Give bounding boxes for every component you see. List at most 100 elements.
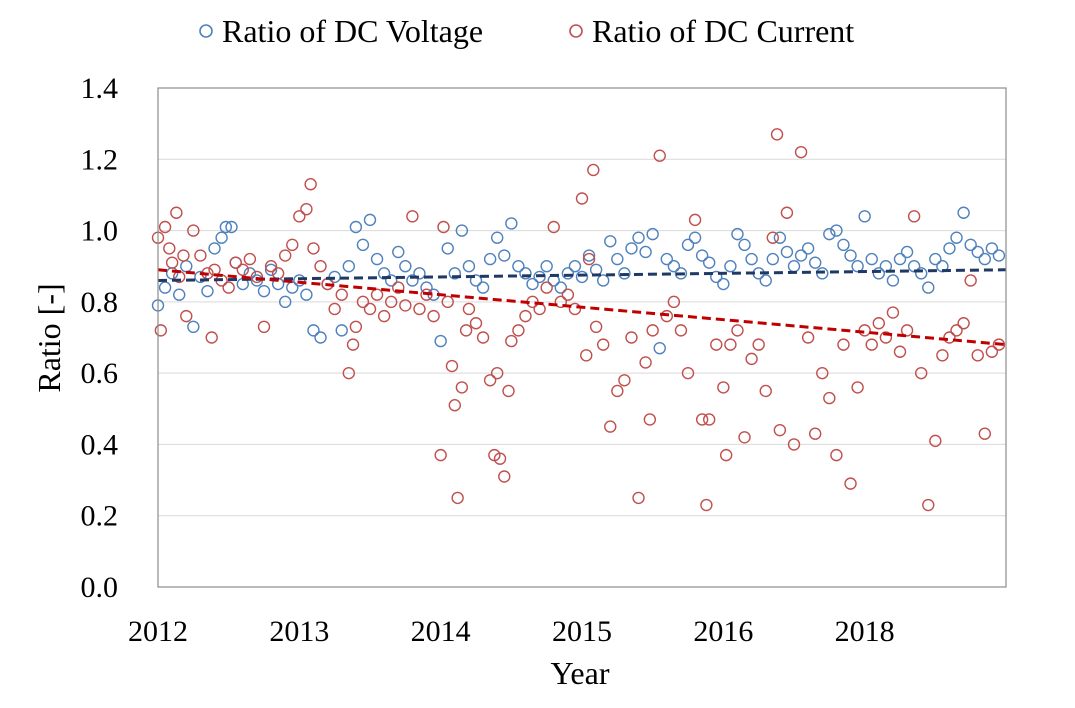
x-tick-label: 2016 (693, 615, 753, 648)
x-tick-label: 2013 (269, 615, 329, 648)
current-point (794, 145, 808, 159)
voltage-point (858, 210, 871, 223)
current-point (703, 413, 716, 426)
current-point (533, 302, 546, 316)
current-point (575, 192, 589, 205)
current-point (710, 338, 723, 351)
voltage-point (554, 281, 567, 294)
current-point (445, 359, 459, 373)
current-point (293, 210, 306, 223)
current-point (250, 270, 264, 284)
y-tick-label: 1.2 (81, 143, 119, 176)
current-point (441, 295, 454, 309)
voltage-point (929, 252, 942, 266)
current-point (413, 302, 426, 316)
current-point (851, 381, 864, 394)
voltage-point (455, 224, 469, 237)
voltage-point (759, 274, 772, 287)
voltage-point (363, 213, 377, 227)
current-point (879, 331, 893, 344)
current-point (745, 352, 758, 366)
voltage-point (992, 249, 1006, 262)
current-point (893, 345, 907, 358)
current-point (493, 452, 507, 465)
current-point (335, 288, 348, 301)
voltage-point (526, 277, 539, 291)
current-point (717, 381, 730, 394)
current-point (434, 448, 447, 462)
voltage-trendline (157, 268, 1007, 282)
current-point (660, 309, 673, 323)
current-trendline (157, 268, 1007, 347)
current-point (587, 163, 600, 177)
voltage-point (392, 245, 405, 259)
current-point (719, 448, 733, 462)
current-point (801, 331, 815, 344)
y-axis-tick-labels: 0.0 0.2 0.4 0.6 0.8 1.0 1.2 1.4 (81, 72, 119, 604)
current-point (964, 274, 977, 287)
y-tick-label: 1.0 (81, 215, 119, 248)
current-point (370, 288, 384, 301)
current-point (922, 498, 935, 512)
voltage-point (710, 270, 723, 284)
current-point (667, 295, 681, 309)
voltage-point (794, 249, 808, 262)
current-point (957, 317, 970, 330)
voltage-point (957, 206, 970, 219)
y-tick-label: 0.2 (81, 500, 119, 533)
current-point (356, 295, 370, 309)
voltage-point (448, 267, 461, 280)
voltage-point (745, 252, 758, 266)
voltage-point (971, 245, 984, 259)
voltage-point (703, 256, 716, 269)
voltage-point (780, 245, 794, 259)
current-point (611, 384, 624, 398)
voltage-point (462, 260, 476, 273)
voltage-point (738, 238, 751, 252)
current-point (773, 423, 787, 437)
current-point (759, 384, 772, 398)
current-point (639, 356, 652, 369)
voltage-point (469, 274, 483, 287)
current-point (646, 324, 659, 337)
current-point (205, 331, 218, 344)
voltage-point (314, 331, 327, 344)
current-point (420, 288, 433, 301)
current-point (363, 302, 377, 316)
current-point (279, 249, 292, 262)
voltage-point (773, 231, 787, 244)
voltage-point (766, 252, 779, 266)
voltage-point (413, 267, 426, 280)
x-axis-title: Year (551, 655, 610, 691)
y-tick-label: 0.6 (81, 357, 119, 390)
voltage-point (660, 252, 673, 266)
voltage-point (349, 220, 363, 234)
voltage-point (915, 267, 928, 280)
voltage-point (688, 231, 702, 244)
current-point (816, 366, 829, 380)
voltage-point (356, 238, 370, 252)
x-axis-tick-labels: 2012 2013 2014 2015 2016 2018 (128, 615, 895, 648)
voltage-point (837, 238, 850, 252)
current-point (844, 477, 857, 490)
current-point (547, 220, 560, 234)
current-point (491, 366, 504, 380)
current-point (264, 260, 278, 273)
legend-voltage-marker (199, 24, 213, 38)
voltage-point (158, 281, 172, 294)
current-point (780, 206, 794, 219)
voltage-point (406, 274, 419, 287)
voltage-point (872, 267, 885, 280)
voltage-point (180, 260, 193, 273)
current-point (872, 317, 885, 330)
current-point (257, 320, 271, 334)
voltage-point (335, 324, 348, 337)
voltage-point (639, 245, 652, 259)
voltage-point (653, 341, 666, 355)
voltage-point (681, 238, 695, 252)
current-point (194, 249, 207, 262)
current-point (437, 220, 450, 234)
voltage-point (201, 284, 214, 298)
voltage-point (632, 231, 645, 244)
voltage-point (667, 260, 681, 273)
